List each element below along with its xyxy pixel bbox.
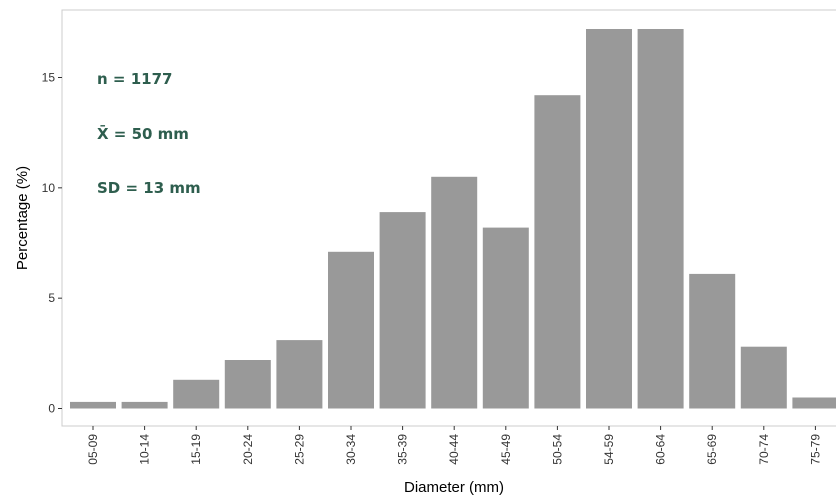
y-tick-label: 0 <box>48 402 55 416</box>
x-axis: 05-09 10-14 15-19 20-24 25-29 30-34 35-39 40-44… <box>86 426 822 465</box>
bar-15-19 <box>173 379 220 409</box>
x-tick-label: 10-14 <box>138 434 152 465</box>
bar-70-74 <box>740 346 787 409</box>
x-tick-label: 05-09 <box>86 434 100 465</box>
x-tick-label: 25-29 <box>292 434 306 465</box>
annotation-mean: X̄ = 50 mm <box>97 123 189 143</box>
x-tick-label: 30-34 <box>344 434 358 465</box>
x-tick-label: 45-49 <box>499 434 513 465</box>
annotation-sd: SD = 13 mm <box>97 179 201 197</box>
x-tick-label: 75-79 <box>808 434 822 465</box>
bar-54-59 <box>586 29 632 409</box>
x-tick-label: 50-54 <box>550 434 564 465</box>
bars-group <box>70 29 836 409</box>
annotations: n = 1177 X̄ = 50 mm SD = 13 mm <box>97 70 201 197</box>
bar-65-69 <box>689 273 736 409</box>
bar-30-34 <box>328 251 374 409</box>
x-tick-label: 54-59 <box>602 434 616 465</box>
bar-75-79 <box>792 397 836 409</box>
bar-10-14 <box>121 401 168 409</box>
x-tick-label: 60-64 <box>654 434 668 465</box>
x-tick-label: 65-69 <box>705 434 719 465</box>
bar-45-49 <box>482 227 529 409</box>
bar-40-44 <box>431 176 478 409</box>
y-tick-label: 10 <box>42 181 56 195</box>
x-tick-label: 15-19 <box>189 434 203 465</box>
bar-50-54 <box>534 95 581 409</box>
bar-05-09 <box>70 401 116 409</box>
x-tick-label: 20-24 <box>241 434 255 465</box>
bar-35-39 <box>379 212 426 409</box>
x-axis-title: Diameter (mm) <box>404 479 504 496</box>
x-tick-label: 40-44 <box>447 434 461 465</box>
x-tick-label: 35-39 <box>396 434 410 465</box>
bar-60-64 <box>637 29 684 409</box>
y-axis: 0 5 10 15 <box>42 71 62 416</box>
annotation-n: n = 1177 <box>97 70 172 88</box>
bar-20-24 <box>224 360 271 409</box>
x-tick-label: 70-74 <box>757 434 771 465</box>
y-axis-title: Percentage (%) <box>14 166 31 270</box>
y-tick-label: 15 <box>42 71 56 85</box>
y-tick-label: 5 <box>48 291 55 305</box>
bar-25-29 <box>276 340 323 409</box>
